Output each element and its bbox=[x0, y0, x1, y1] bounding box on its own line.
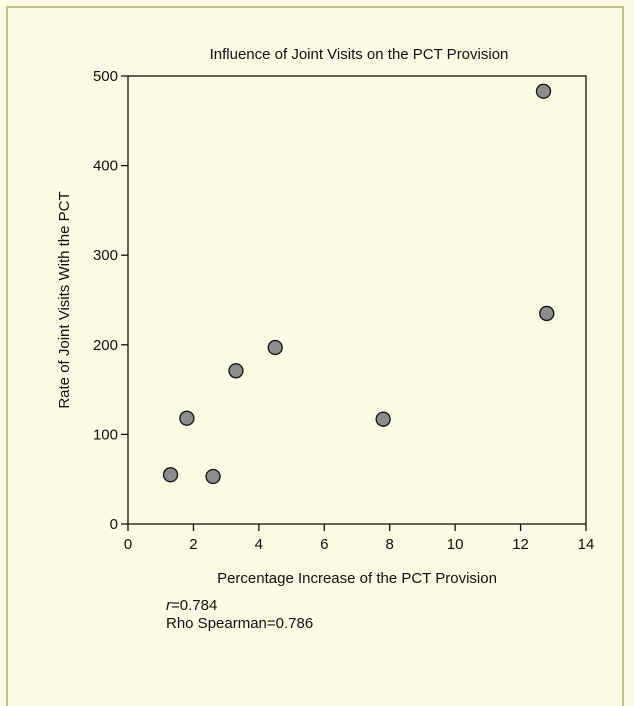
x-tick-label: 12 bbox=[512, 536, 529, 553]
data-points bbox=[162, 83, 555, 485]
y-tick-label: 0 bbox=[110, 516, 118, 533]
pearson-r-value: =0.784 bbox=[171, 597, 218, 614]
x-tick-label: 0 bbox=[124, 536, 132, 553]
chart-frame bbox=[6, 6, 624, 706]
data-point bbox=[535, 83, 552, 99]
data-point bbox=[162, 467, 179, 483]
x-tick-label: 14 bbox=[578, 536, 595, 553]
x-axis: 0 2 4 6 8 10 12 14 bbox=[124, 524, 595, 553]
y-axis-label: Rate of Joint Visits With the PCT bbox=[56, 191, 73, 408]
x-tick-label: 10 bbox=[447, 536, 464, 553]
scatter-chart: Influence of Joint Visits on the PCT Pro… bbox=[56, 46, 595, 587]
data-point bbox=[375, 411, 391, 427]
x-tick-label: 6 bbox=[320, 536, 328, 553]
data-point bbox=[228, 363, 244, 379]
x-axis-label: Percentage Increase of the PCT Provision bbox=[217, 570, 497, 587]
y-tick-label: 200 bbox=[93, 337, 118, 354]
data-point bbox=[539, 305, 555, 322]
data-point bbox=[205, 468, 221, 485]
r-symbol: r bbox=[166, 597, 171, 614]
chart-title: Influence of Joint Visits on the PCT Pro… bbox=[210, 46, 509, 63]
y-axis: 0 100 200 300 400 500 bbox=[93, 68, 128, 533]
spearman-rho-line: Rho Spearman=0.786 bbox=[166, 615, 314, 632]
y-tick-label: 500 bbox=[93, 68, 118, 85]
pearson-r-line: r=0.784 bbox=[166, 597, 313, 615]
x-tick-label: 4 bbox=[255, 536, 263, 553]
statistics-annotation: r=0.784 Rho Spearman=0.786 bbox=[166, 597, 313, 633]
y-tick-label: 400 bbox=[93, 158, 118, 175]
data-point bbox=[267, 339, 283, 356]
data-point bbox=[179, 410, 195, 426]
x-tick-label: 2 bbox=[189, 536, 197, 553]
y-tick-label: 100 bbox=[93, 426, 118, 443]
y-tick-label: 300 bbox=[93, 247, 118, 264]
plot-area bbox=[127, 75, 587, 525]
x-tick-label: 8 bbox=[386, 536, 394, 553]
